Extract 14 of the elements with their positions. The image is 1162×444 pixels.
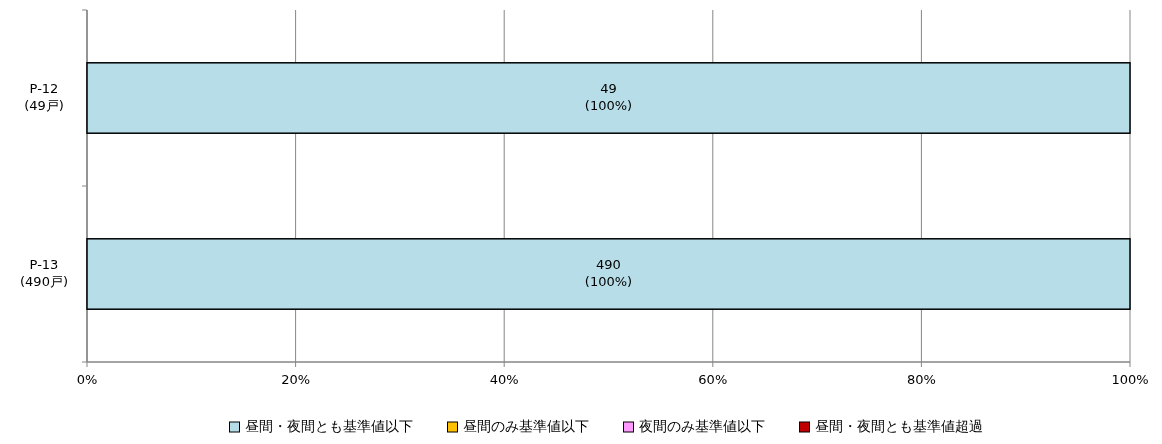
ycat: P-13 (490戸): [20, 257, 68, 289]
xtick: 40%: [489, 371, 519, 387]
legend-label: 昼間のみ基準値以下: [462, 418, 589, 434]
datalabel: 490 (100%): [584, 257, 633, 289]
ycat: P-12 (49戸): [24, 81, 64, 113]
xtick: 80%: [906, 371, 936, 387]
datalabel: 49 (100%): [584, 81, 633, 113]
legend-label: 夜間のみ基準値以下: [638, 418, 765, 434]
xtick: 60%: [698, 371, 728, 387]
legend-label: 昼間・夜間とも基準値超過: [814, 418, 983, 434]
xtick: 20%: [281, 371, 311, 387]
xtick: 100%: [1111, 371, 1149, 387]
xtick: 0%: [76, 371, 98, 387]
legend-label: 昼間・夜間とも基準値以下: [244, 418, 413, 434]
